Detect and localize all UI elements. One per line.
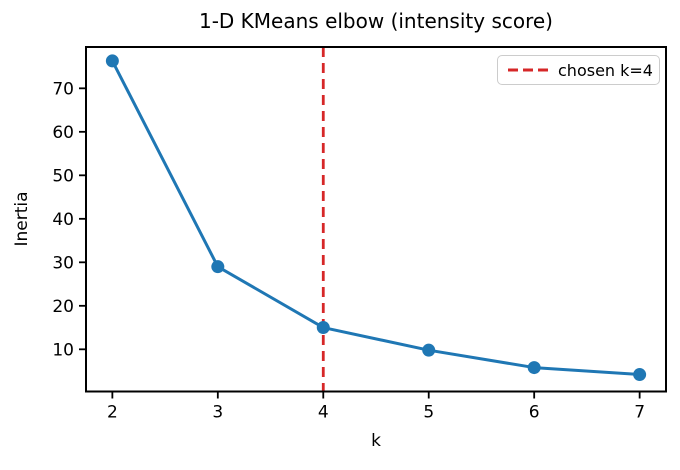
- chart-title: 1-D KMeans elbow (intensity score): [198, 9, 553, 33]
- data-point-marker: [105, 54, 119, 68]
- legend-label: chosen k=4: [558, 60, 653, 80]
- data-point-marker: [211, 260, 225, 274]
- legend: chosen k=4: [497, 55, 660, 85]
- x-tick-label: 3: [212, 403, 223, 423]
- y-tick-label: 20: [52, 297, 74, 317]
- y-tick-label: 50: [52, 166, 74, 186]
- x-tick-label: 2: [107, 403, 118, 423]
- x-tick-label: 4: [318, 403, 329, 423]
- x-tick-label: 7: [634, 403, 645, 423]
- y-tick-label: 10: [52, 340, 74, 360]
- x-tick-label: 6: [529, 403, 540, 423]
- legend-dashed-line-icon: [508, 68, 548, 72]
- data-point-marker: [422, 343, 436, 357]
- series-line: [110, 59, 642, 377]
- plot-border: [85, 46, 667, 393]
- y-tick-label: 70: [52, 79, 74, 99]
- data-point-marker: [527, 361, 541, 375]
- data-point-marker: [316, 321, 330, 335]
- data-point-marker: [633, 368, 647, 382]
- x-tick-label: 5: [423, 403, 434, 423]
- y-tick-label: 40: [52, 210, 74, 230]
- x-axis-label: k: [371, 431, 381, 451]
- y-tick-label: 60: [52, 123, 74, 143]
- y-tick-label: 30: [52, 253, 74, 273]
